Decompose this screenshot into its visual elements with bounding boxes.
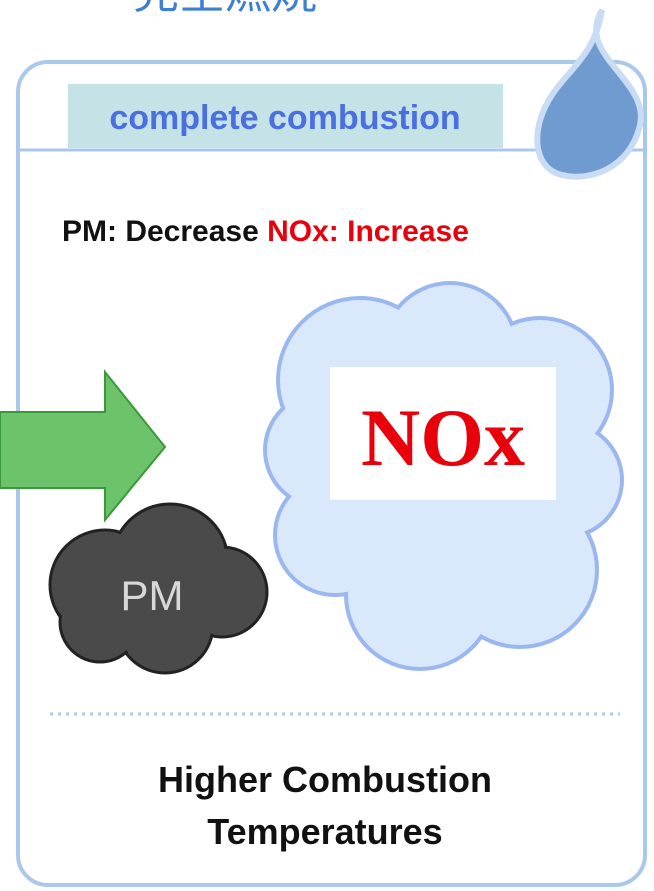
header: complete combustion <box>109 99 460 137</box>
nox-label: NOx <box>361 392 525 483</box>
header-box <box>68 84 503 148</box>
pm-effect: PM: Decrease <box>62 215 259 248</box>
effects: PM: Decrease NOx: Increase <box>62 215 469 248</box>
arrow <box>0 369 167 523</box>
title: 完全燃焼 <box>133 0 317 18</box>
pm-label: PM <box>121 572 184 619</box>
footer-line: Temperatures <box>207 811 442 852</box>
footer-line: Higher Combustion <box>158 759 492 800</box>
nox-label-box <box>330 367 556 500</box>
nox-effect: NOx: Increase <box>267 215 469 248</box>
flame-icon <box>534 8 644 180</box>
